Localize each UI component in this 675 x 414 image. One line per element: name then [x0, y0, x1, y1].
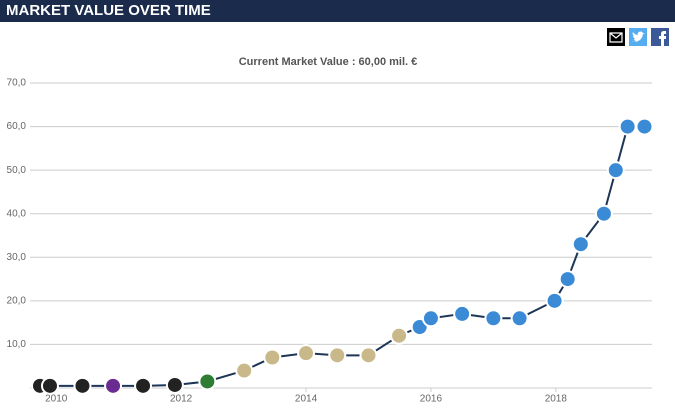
- club-marker: [263, 348, 282, 367]
- club-marker: [390, 326, 409, 345]
- y-tick-label: 60,0: [7, 121, 27, 132]
- club-marker: [165, 375, 184, 394]
- email-icon: [609, 32, 623, 43]
- club-marker: [558, 270, 577, 289]
- club-marker: [134, 376, 153, 395]
- club-marker: [421, 309, 440, 328]
- club-marker: [40, 376, 59, 395]
- value-line: [39, 125, 645, 387]
- facebook-icon: [659, 31, 666, 46]
- club-marker: [510, 309, 529, 328]
- club-marker: [235, 361, 254, 380]
- club-marker: [104, 376, 123, 395]
- y-tick-label: 50,0: [7, 165, 27, 176]
- club-marker: [328, 346, 347, 365]
- x-tick-label: 2018: [545, 394, 568, 405]
- club-marker: [73, 376, 92, 395]
- twitter-icon: [632, 31, 645, 42]
- club-marker: [571, 235, 590, 254]
- share-buttons: [607, 28, 669, 46]
- club-marker: [635, 117, 654, 136]
- club-marker: [297, 344, 316, 363]
- club-marker: [453, 304, 472, 323]
- club-marker: [359, 346, 378, 365]
- x-tick-label: 2012: [170, 394, 193, 405]
- x-tick-label: 2016: [420, 394, 443, 405]
- y-tick-label: 70,0: [7, 78, 27, 89]
- club-marker: [484, 309, 503, 328]
- x-tick-label: 2010: [45, 394, 68, 405]
- club-marker: [198, 372, 217, 391]
- club-marker: [618, 117, 637, 136]
- club-marker: [545, 291, 564, 310]
- x-tick-label: 2014: [295, 394, 318, 405]
- chart-title: MARKET VALUE OVER TIME: [6, 2, 211, 19]
- y-tick-label: 10,0: [7, 339, 27, 350]
- header-bar: [0, 0, 675, 22]
- y-tick-label: 20,0: [7, 295, 27, 306]
- y-tick-label: 30,0: [7, 252, 27, 263]
- club-marker: [594, 204, 613, 223]
- club-marker: [606, 161, 625, 180]
- chart-subtitle: Current Market Value : 60,00 mil. €: [239, 56, 418, 68]
- y-tick-label: 40,0: [7, 208, 27, 219]
